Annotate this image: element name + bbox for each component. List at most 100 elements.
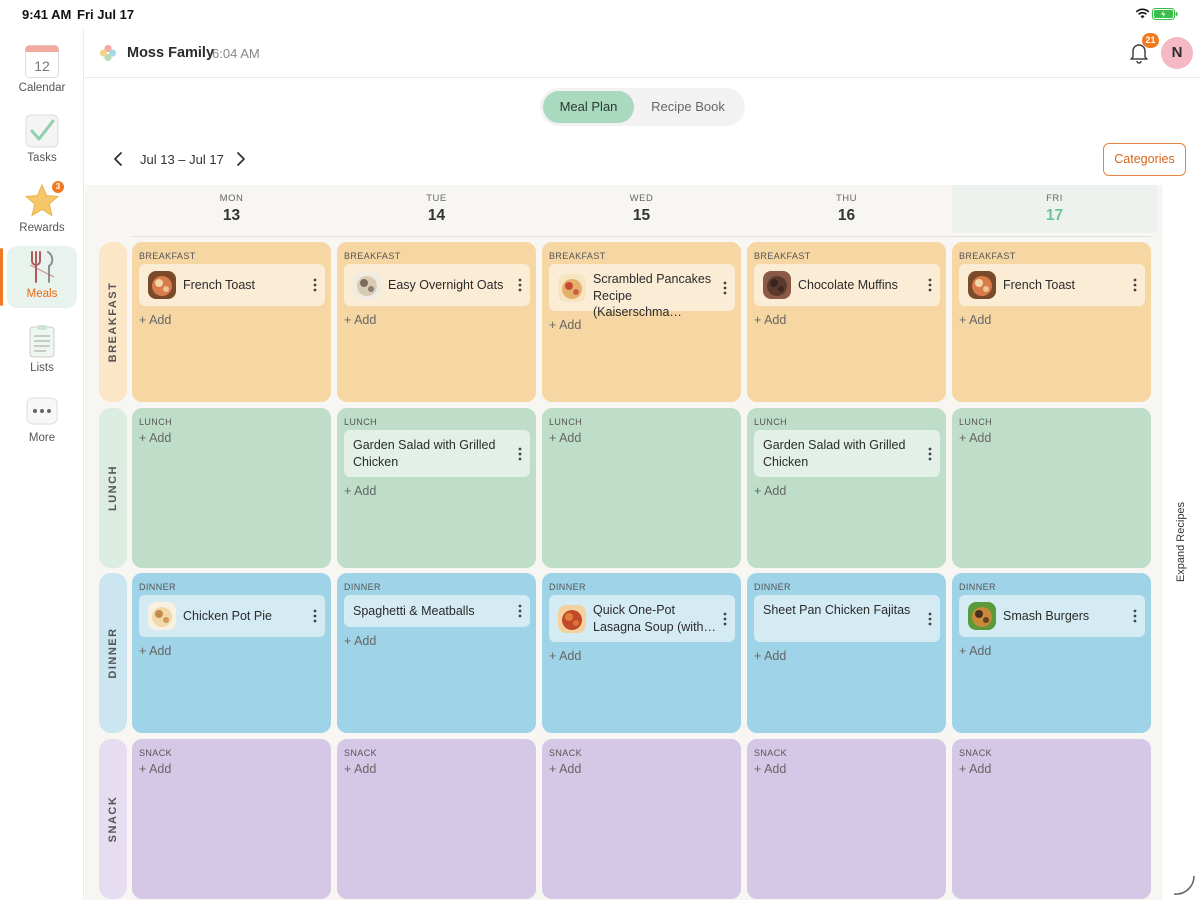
meal-cell-label: DINNER — [139, 582, 176, 592]
tab-recipe-book[interactable]: Recipe Book — [651, 99, 725, 114]
meal-card[interactable]: French Toast — [959, 264, 1145, 306]
sidebar-item-calendar[interactable]: 12 Calendar — [7, 40, 77, 102]
categories-button[interactable]: Categories — [1103, 143, 1186, 176]
meal-card[interactable]: Chocolate Muffins — [754, 264, 940, 306]
sidebar-item-more[interactable]: More — [7, 390, 77, 452]
row-label-text: LUNCH — [107, 465, 119, 511]
add-meal-button[interactable]: + Add — [139, 431, 172, 445]
meal-cell-items: + Add — [344, 761, 530, 777]
utensils-icon — [29, 251, 55, 283]
row-label-snack: SNACK — [99, 739, 127, 899]
add-meal-button[interactable]: + Add — [754, 762, 787, 776]
meal-card[interactable]: Easy Overnight Oats — [344, 264, 530, 306]
add-meal-button[interactable]: + Add — [959, 644, 992, 658]
recipe-thumbnail-french-toast — [148, 271, 176, 299]
avatar[interactable]: N — [1161, 37, 1193, 69]
add-meal-button[interactable]: + Add — [959, 431, 992, 445]
row-label-lunch: LUNCH — [99, 408, 127, 568]
sidebar-item-lists[interactable]: Lists — [7, 320, 77, 382]
meal-card[interactable]: Chicken Pot Pie — [139, 595, 325, 637]
sidebar-item-tasks[interactable]: Tasks — [7, 110, 77, 172]
add-meal-button[interactable]: + Add — [344, 762, 377, 776]
meal-cell: BREAKFAST Scrambled Pancakes Recipe (Kais… — [542, 242, 741, 402]
meal-cell-label: BREAKFAST — [754, 251, 811, 261]
add-meal-button[interactable]: + Add — [754, 484, 787, 498]
more-vertical-icon[interactable] — [515, 278, 525, 292]
add-meal-button[interactable]: + Add — [344, 634, 377, 648]
meal-card[interactable]: Scrambled Pancakes Recipe (Kaiserschma… — [549, 264, 735, 319]
meal-cell-items: Garden Salad with Grilled Chicken + Add — [754, 430, 940, 499]
expand-recipes-panel[interactable]: Expand Recipes — [1161, 185, 1200, 900]
more-vertical-icon[interactable] — [1130, 609, 1140, 623]
meal-card[interactable]: Smash Burgers — [959, 595, 1145, 637]
sidebar-item-meals[interactable]: Meals — [0, 246, 77, 308]
add-meal-button[interactable]: + Add — [754, 313, 787, 327]
more-vertical-icon[interactable] — [310, 609, 320, 623]
add-meal-button[interactable]: + Add — [139, 644, 172, 658]
add-meal-button[interactable]: + Add — [549, 318, 582, 332]
more-vertical-icon[interactable] — [310, 278, 320, 292]
add-meal-button[interactable]: + Add — [959, 762, 992, 776]
meal-title: Garden Salad with Grilled Chicken — [763, 438, 906, 469]
chevron-left-icon[interactable] — [110, 150, 126, 168]
add-meal-button[interactable]: + Add — [959, 313, 992, 327]
row-label-dinner: DINNER — [99, 573, 127, 733]
header-time: 6:04 AM — [212, 46, 260, 61]
more-vertical-icon[interactable] — [515, 604, 525, 618]
chevron-right-icon[interactable] — [233, 150, 249, 168]
meal-cell: LUNCH Garden Salad with Grilled Chicken + … — [747, 408, 946, 568]
meal-card[interactable]: Spaghetti & Meatballs — [344, 595, 530, 627]
meal-card[interactable]: French Toast — [139, 264, 325, 306]
status-time: 9:41 AM — [22, 7, 72, 22]
meal-cell-label: LUNCH — [754, 417, 788, 427]
meal-cell-label: BREAKFAST — [959, 251, 1016, 261]
more-vertical-icon[interactable] — [925, 278, 935, 292]
add-meal-button[interactable]: + Add — [754, 649, 787, 663]
meal-cell-label: BREAKFAST — [139, 251, 196, 261]
meal-title: Garden Salad with Grilled Chicken — [353, 438, 496, 469]
sidebar-item-label: More — [28, 432, 56, 444]
add-meal-button[interactable]: + Add — [344, 313, 377, 327]
day-header-mon: MON 13 — [132, 185, 331, 233]
view-toggle: Meal Plan Recipe Book — [540, 88, 745, 126]
day-of-week: THU — [835, 193, 858, 204]
add-meal-button[interactable]: + Add — [549, 649, 582, 663]
status-bar: 9:41 AM Fri Jul 17 — [0, 0, 1200, 28]
day-of-week: FRI — [1046, 193, 1063, 204]
meal-cell-label: SNACK — [959, 748, 993, 758]
meal-card[interactable]: Quick One-Pot Lasagna Soup (with… — [549, 595, 735, 642]
meal-plan-board: MON 13 TUE 14 WED 15 THU 16 FRI 17 BREAKFAST BREAKF… — [85, 185, 1161, 900]
meal-card[interactable]: Garden Salad with Grilled Chicken — [344, 430, 530, 477]
add-meal-button[interactable]: + Add — [549, 431, 582, 445]
sidebar-item-rewards[interactable]: 3 Rewards — [7, 180, 77, 242]
add-meal-button[interactable]: + Add — [549, 762, 582, 776]
meal-cell-label: SNACK — [344, 748, 378, 758]
meal-card[interactable]: Sheet Pan Chicken Fajitas — [754, 595, 940, 642]
more-vertical-icon[interactable] — [925, 447, 935, 461]
check-icon — [25, 114, 59, 148]
sidebar-item-label: Meals — [26, 288, 58, 300]
family-name[interactable]: Moss Family — [127, 45, 215, 61]
add-meal-button[interactable]: + Add — [139, 313, 172, 327]
more-vertical-icon[interactable] — [720, 612, 730, 626]
add-meal-button[interactable]: + Add — [139, 762, 172, 776]
more-vertical-icon[interactable] — [720, 281, 730, 295]
more-vertical-icon[interactable] — [515, 447, 525, 461]
tab-meal-plan[interactable]: Meal Plan — [543, 91, 634, 123]
notification-badge: 21 — [1142, 33, 1159, 48]
meal-title: Chicken Pot Pie — [183, 609, 272, 623]
more-vertical-icon[interactable] — [925, 612, 935, 626]
meal-cell: DINNER Chicken Pot Pie + Add — [132, 573, 331, 733]
add-meal-button[interactable]: + Add — [344, 484, 377, 498]
recipe-thumbnail-french-toast — [968, 271, 996, 299]
meal-card[interactable]: Garden Salad with Grilled Chicken — [754, 430, 940, 477]
recipe-thumbnail-lasagna-soup — [558, 604, 586, 633]
meal-title: Easy Overnight Oats — [388, 278, 504, 292]
day-header-wed: WED 15 — [542, 185, 741, 233]
meal-title: Scrambled Pancakes Recipe (Kaiserschma… — [593, 272, 712, 319]
bell-icon[interactable] — [1129, 42, 1149, 64]
meal-cell-items: + Add — [549, 430, 735, 446]
meal-cell: DINNER Quick One-Pot Lasagna Soup (with… +… — [542, 573, 741, 733]
calendar-icon: 12 — [25, 45, 59, 78]
more-vertical-icon[interactable] — [1130, 278, 1140, 292]
